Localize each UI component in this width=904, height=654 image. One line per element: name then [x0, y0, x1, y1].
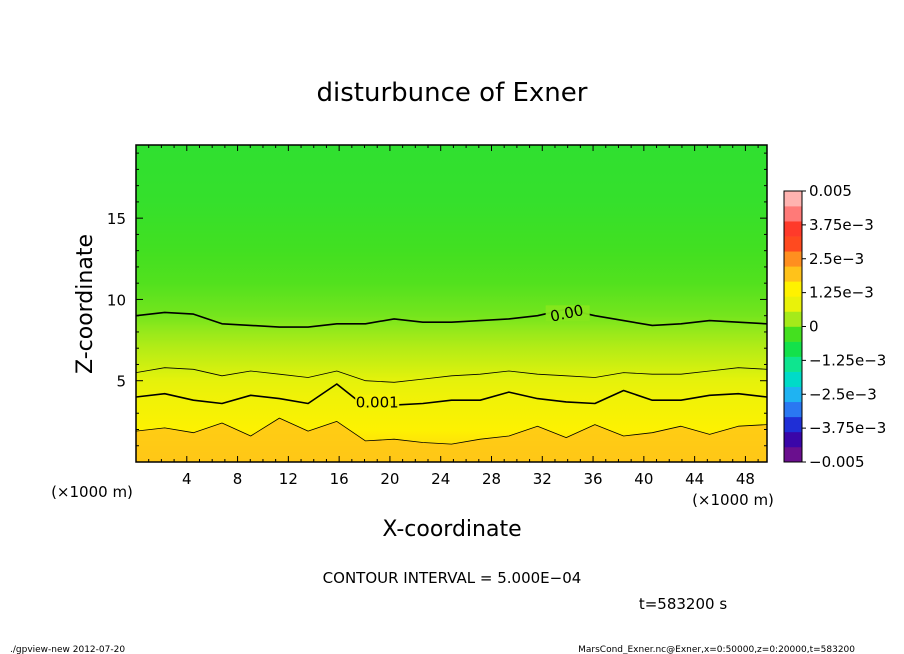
- contour-interval-label: CONTOUR INTERVAL = 5.000E−04: [323, 569, 582, 587]
- contour-label: 0.001: [356, 394, 399, 412]
- y-tick-label: 15: [107, 210, 126, 228]
- colorbar-swatch: [784, 356, 802, 372]
- colorbar-swatch: [784, 311, 802, 327]
- colorbar-tick-label: −1.25e−3: [809, 351, 886, 369]
- colorbar-swatch: [784, 371, 802, 388]
- colorbar-tick-label: 1.25e−3: [809, 284, 874, 302]
- colorbar-tick-label: 2.5e−3: [809, 250, 864, 268]
- colorbar-swatch: [784, 416, 802, 433]
- colorbar-tick-label: 0: [809, 318, 819, 336]
- contour-line-0001: [136, 383, 767, 408]
- colorbar-tick-label: −3.75e−3: [809, 419, 886, 437]
- colorbar-swatch: [784, 386, 802, 403]
- y-tick-label: 10: [107, 291, 126, 309]
- colorbar-tick-label: 3.75e−3: [809, 216, 874, 234]
- x-unit-label-left: (×1000 m): [51, 483, 133, 501]
- y-tick-label: 5: [116, 373, 126, 391]
- colorbar-swatch: [784, 251, 802, 267]
- contour-label-background: [545, 305, 590, 322]
- time-label: t=583200 s: [639, 595, 727, 613]
- x-tick-label: 8: [233, 470, 243, 488]
- colorbar-swatch: [784, 446, 802, 463]
- y-axis-ticks: 5 10 15: [107, 152, 767, 447]
- colorbar-tick-label: −2.5e−3: [809, 385, 877, 403]
- contour-line-0005: [136, 367, 767, 383]
- colorbar-swatch: [784, 266, 802, 282]
- colorbar-swatch: [784, 221, 802, 237]
- y-axis-title: Z-coordinate: [73, 234, 98, 374]
- x-tick-label: 4: [182, 470, 192, 488]
- field-patches: [136, 418, 767, 462]
- colorbar-swatch: [784, 401, 802, 418]
- x-tick-label: 48: [736, 470, 755, 488]
- colorbar-swatch: [784, 341, 802, 357]
- x-tick-label: 28: [482, 470, 501, 488]
- colorbar-tick-label: 0.005: [809, 182, 852, 200]
- colorbar-swatch: [784, 281, 802, 297]
- chart-title: disturbunce of Exner: [317, 78, 588, 108]
- x-axis-title: X-coordinate: [382, 517, 521, 542]
- contour-label-background: [355, 394, 400, 411]
- x-tick-label: 24: [431, 470, 450, 488]
- plot-frame: [135, 144, 768, 463]
- x-tick-label: 44: [685, 470, 704, 488]
- x-axis-ticks: 4 8 12 16 20 24 28 32 36 40 44 48: [148, 145, 759, 488]
- field-background: [136, 145, 767, 462]
- colorbar-swatch: [784, 236, 802, 252]
- x-tick-label: 32: [533, 470, 552, 488]
- contour-line-0015: [136, 417, 767, 445]
- contour-lines: [136, 308, 767, 445]
- x-unit-label-right: (×1000 m): [692, 491, 774, 509]
- colorbar: 0.005 3.75e−3 2.5e−3 1.25e−3 0 −1.25e−3 −2.5e−…: [783, 182, 886, 471]
- warm-band-patch: [136, 418, 767, 462]
- footer-right: MarsCond_Exner.nc@Exner,x=0:50000,z=0:20…: [578, 645, 855, 654]
- colorbar-swatch: [784, 431, 802, 448]
- x-tick-label: 40: [634, 470, 653, 488]
- colorbar-swatch: [784, 191, 802, 207]
- x-tick-label: 36: [584, 470, 603, 488]
- x-tick-label: 20: [380, 470, 399, 488]
- contour-line-zero: [136, 308, 767, 328]
- x-tick-label: 12: [279, 470, 298, 488]
- colorbar-swatch: [784, 206, 802, 222]
- x-tick-label: 16: [330, 470, 349, 488]
- footer-left: ./gpview-new 2012-07-20: [10, 645, 125, 654]
- colorbar-swatch: [784, 326, 802, 342]
- contour-labels: 0.000.001: [355, 301, 590, 412]
- colorbar-tick-label: −0.005: [809, 453, 865, 471]
- colorbar-swatch: [784, 296, 802, 312]
